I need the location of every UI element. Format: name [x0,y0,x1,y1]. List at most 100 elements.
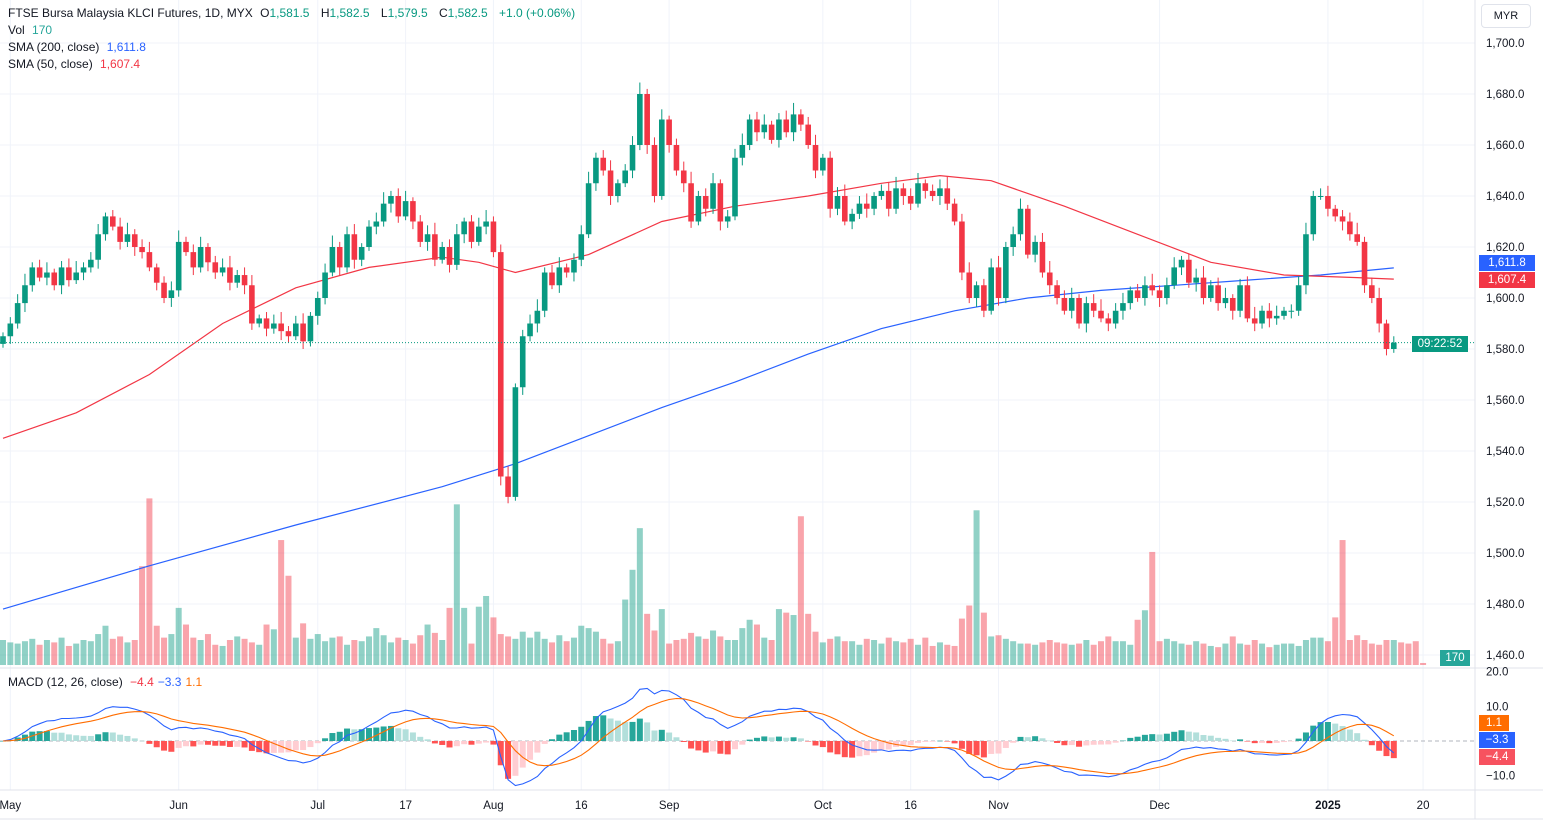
macd-histogram-bar [607,718,614,741]
volume-bar [592,631,599,665]
candle [1332,204,1339,222]
volume-bar [651,630,658,665]
macd-histogram-bar [629,721,636,741]
price-tick-label: 1,480.0 [1486,599,1524,611]
macd-histogram-bar [431,741,438,744]
candle [761,114,768,139]
volume-bar [1032,644,1039,665]
candle [358,243,365,267]
macd-histogram-bar [556,734,563,741]
candle-body [336,247,343,268]
sma50-label: SMA (50, close) [8,57,93,71]
volume-bar [1105,636,1112,665]
candle [1354,222,1360,246]
macd-legend[interactable]: MACD (12, 26, close) −4.4 −3.3 1.1 [8,675,206,689]
macd-histogram-bar [256,741,263,753]
volume-bar [153,625,160,665]
candle [1017,198,1024,241]
macd-histogram-bar [512,741,519,776]
candle [124,222,131,247]
candle [1347,212,1353,241]
volume-bar [1054,642,1061,665]
macd-histogram-bar [893,741,900,747]
candle-body [446,247,453,265]
macd-histogram-bar [36,731,43,741]
candle [710,173,716,214]
volume-bar [585,628,592,665]
macd-histogram-bar [358,729,365,741]
candle-body [1200,277,1207,298]
volume-bar [1390,640,1397,665]
volume-bar [219,645,226,665]
candle [600,150,607,176]
macd-histogram-bar [739,741,746,745]
candle-body [402,201,409,217]
volume-bar [797,516,804,665]
candle [1317,188,1324,200]
macd-histogram-bar [783,737,790,741]
candle-body [885,190,892,209]
candle-body [1193,277,1199,283]
volume-bar [87,641,94,665]
volume-bar [1281,643,1287,665]
macd-histogram-bar [958,741,965,749]
candle-body [80,267,87,273]
candle [1127,286,1134,310]
volume-bar [329,637,336,665]
candle-body [175,241,182,291]
volume-bar [322,641,329,665]
price-tick-label: 1,540.0 [1486,446,1524,458]
candle [798,109,804,131]
macd-histogram-bar [336,731,343,741]
candle-body [0,336,6,344]
volume-legend[interactable]: Vol 170 [8,23,56,37]
candle-body [439,247,445,260]
macd-histogram-bar [402,729,409,741]
macd-histogram-bar [695,741,702,751]
candle-body [1164,285,1170,298]
candle [117,217,123,250]
volume-bar [578,625,585,665]
time-tick-label: 16 [904,800,917,812]
macd-histogram-bar [1119,740,1126,742]
candle [834,187,841,216]
macd-histogram-bar [1288,741,1295,742]
candle [1076,294,1082,329]
candle-body [1347,221,1353,235]
candle-body [197,247,204,268]
macd-histogram-bar [1383,741,1390,757]
sma50-legend[interactable]: SMA (50, close) 1,607.4 [8,57,144,71]
candle [1325,185,1331,217]
candle-body [183,241,189,253]
candle [871,192,877,216]
candle [1251,306,1258,332]
candle-body [973,285,980,298]
macd-histogram-bar [819,741,826,748]
candle-body [922,183,929,191]
volume-bar [139,566,146,665]
candle [915,173,921,208]
volume-bar [263,624,270,665]
macd-histogram-bar [929,741,936,742]
currency-button[interactable]: MYR [1481,4,1531,28]
volume-bar [0,640,6,665]
volume-bar [409,643,416,665]
candle-body [805,124,811,145]
macd-histogram-bar [915,741,921,743]
volume-bar [1361,640,1368,665]
volume-bar [1405,643,1412,665]
candle-body [1090,303,1097,311]
candle [805,116,811,149]
candle-body [454,234,460,265]
volume-bar [1383,640,1390,665]
macd-histogram-bar [1346,729,1353,741]
volume-bar [146,498,153,665]
candle-body [373,221,380,227]
candle [161,276,167,304]
volume-bar [1244,644,1251,665]
candle-body [219,267,226,273]
candle [22,273,28,313]
sma200-legend[interactable]: SMA (200, close) 1,611.8 [8,40,150,54]
